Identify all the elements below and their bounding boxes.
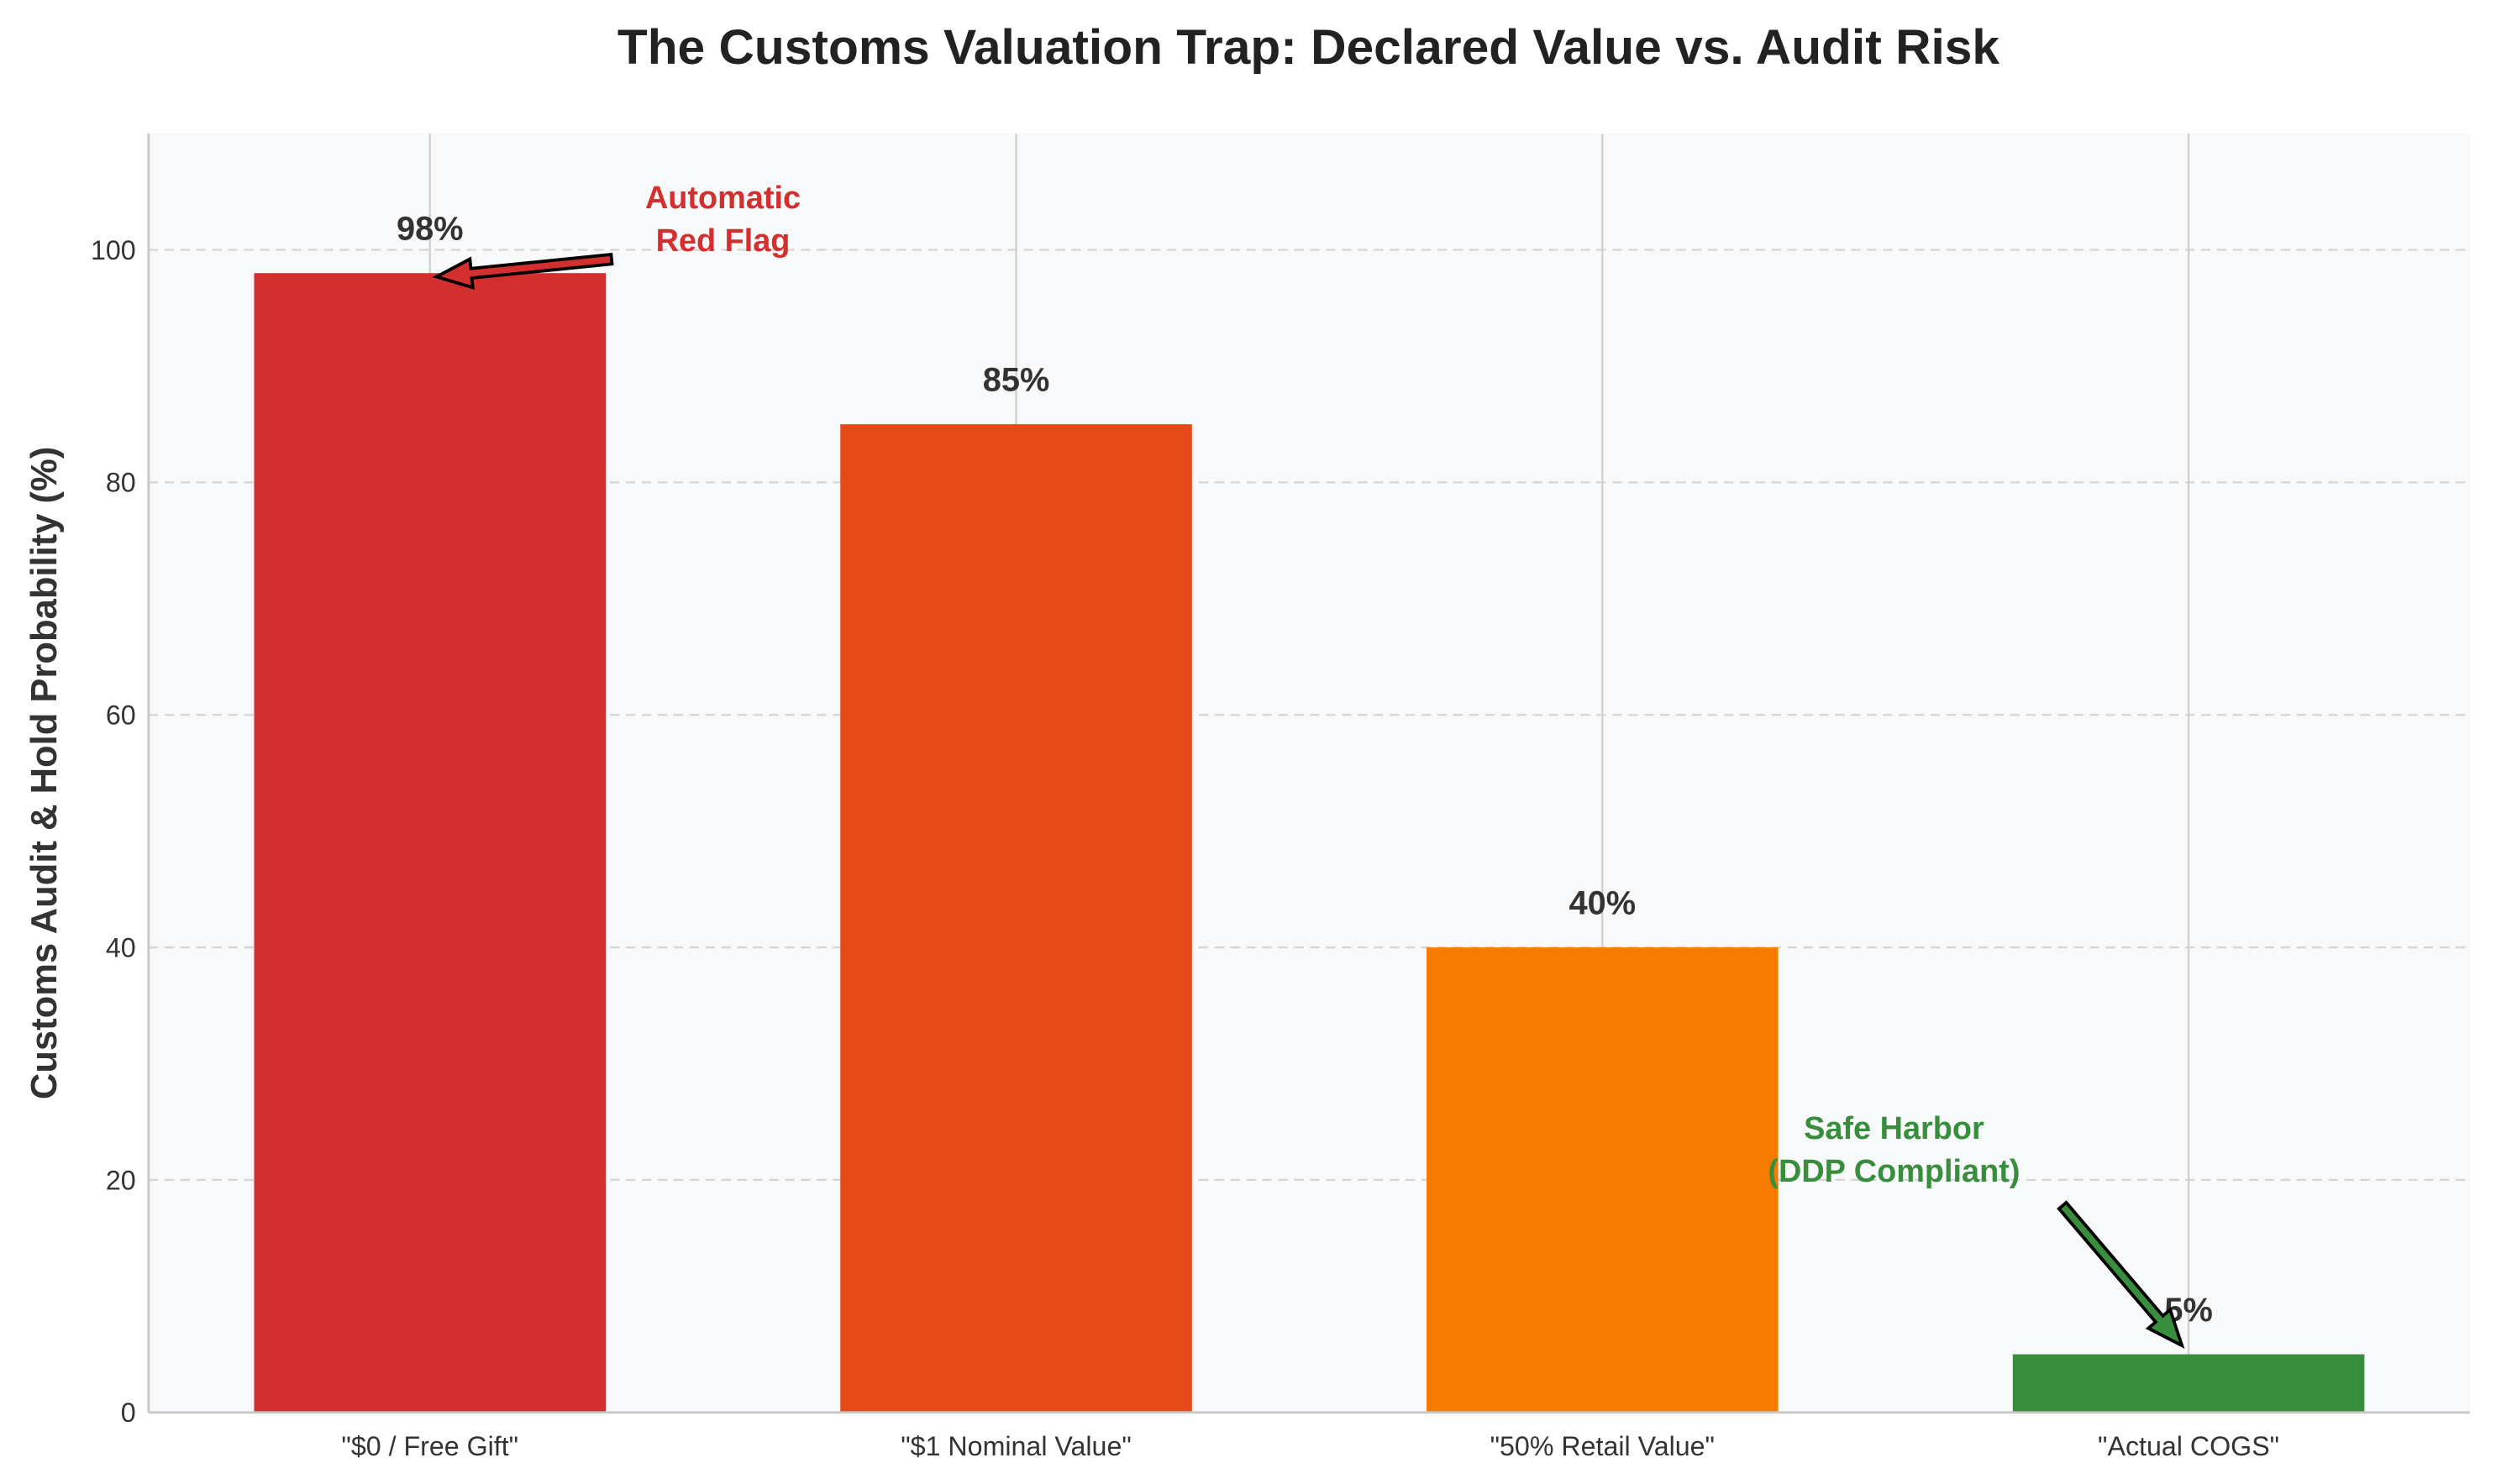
y-axis-label: Customs Audit & Hold Probability (%) bbox=[24, 447, 65, 1099]
bar bbox=[840, 424, 1192, 1413]
annotation-text: Safe Harbor bbox=[1804, 1111, 1984, 1146]
bar bbox=[254, 273, 607, 1413]
data-labels: 98%85%40%5% bbox=[397, 210, 2213, 1328]
y-tick-label: 20 bbox=[106, 1165, 136, 1195]
y-tick-label: 80 bbox=[106, 468, 136, 498]
safe-harbor-arrow-icon bbox=[2057, 1200, 2185, 1350]
red-flag-arrow-icon bbox=[432, 252, 614, 290]
y-tick-label: 60 bbox=[106, 700, 136, 731]
data-label: 98% bbox=[397, 210, 464, 247]
x-ticks: "$0 / Free Gift" "$1 Nominal Value" "50% R… bbox=[341, 1431, 2279, 1461]
y-tick-label: 0 bbox=[121, 1397, 136, 1428]
bar bbox=[1427, 947, 1779, 1413]
x-tick-label: "$1 Nominal Value" bbox=[901, 1431, 1132, 1461]
bars bbox=[254, 273, 2365, 1413]
x-tick-label: "$0 / Free Gift" bbox=[341, 1431, 518, 1461]
x-tick-label: "50% Retail Value" bbox=[1490, 1431, 1715, 1461]
y-tick-label: 40 bbox=[106, 932, 136, 962]
annotation-text: Red Flag bbox=[656, 223, 791, 259]
annotations: Automatic Red Flag Safe Harbor (DDP Complia… bbox=[432, 181, 2185, 1350]
x-tick-label: "Actual COGS" bbox=[2098, 1431, 2279, 1461]
chart-title: The Customs Valuation Trap: Declared Val… bbox=[617, 20, 2000, 75]
data-label: 40% bbox=[1569, 884, 1637, 921]
data-label: 85% bbox=[983, 361, 1050, 398]
annotation-text: (DDP Compliant) bbox=[1768, 1154, 2020, 1189]
y-tick-label: 100 bbox=[91, 235, 136, 265]
y-ticks: 0 20 40 60 80 100 bbox=[91, 235, 136, 1428]
bar bbox=[2012, 1354, 2365, 1413]
annotation-text: Automatic bbox=[645, 181, 801, 216]
